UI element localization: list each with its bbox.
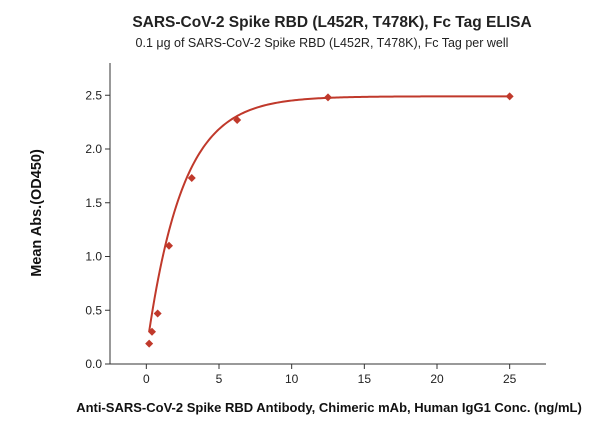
y-tick-label: 1.0: [85, 250, 102, 264]
x-tick-label: 25: [503, 372, 517, 386]
x-tick-label: 15: [358, 372, 372, 386]
chart-subtitle: 0.1 μg of SARS-CoV-2 Spike RBD (L452R, T…: [136, 36, 509, 50]
y-tick-label: 2.0: [85, 142, 102, 156]
chart-title: SARS-CoV-2 Spike RBD (L452R, T478K), Fc …: [132, 14, 531, 31]
data-point: [324, 93, 332, 102]
data-point: [165, 241, 174, 250]
y-ticks: 0.0 0.5 1.0 1.5 2.0 2.5: [85, 88, 110, 371]
y-tick-label: 0.0: [85, 357, 102, 371]
plot-frame: [109, 63, 546, 365]
x-ticks: 0 5 10 15 20 25: [143, 364, 517, 386]
y-tick-label: 1.5: [85, 196, 102, 210]
data-point: [233, 115, 242, 124]
data-point: [505, 92, 514, 101]
data-point: [145, 339, 154, 348]
x-axis-label: Anti-SARS-CoV-2 Spike RBD Antibody, Chim…: [76, 400, 582, 415]
y-tick-label: 2.5: [85, 88, 102, 102]
fit-curve: [148, 95, 510, 332]
x-tick-label: 0: [143, 372, 150, 386]
y-tick-label: 0.5: [85, 303, 102, 317]
data-point: [148, 327, 157, 336]
data-points: [145, 92, 514, 348]
x-tick-label: 20: [430, 372, 444, 386]
y-axis-label: Mean Abs.(OD450): [29, 149, 45, 277]
data-point: [187, 174, 196, 183]
x-tick-label: 5: [216, 372, 223, 386]
x-tick-label: 10: [285, 372, 299, 386]
data-point: [153, 309, 162, 318]
